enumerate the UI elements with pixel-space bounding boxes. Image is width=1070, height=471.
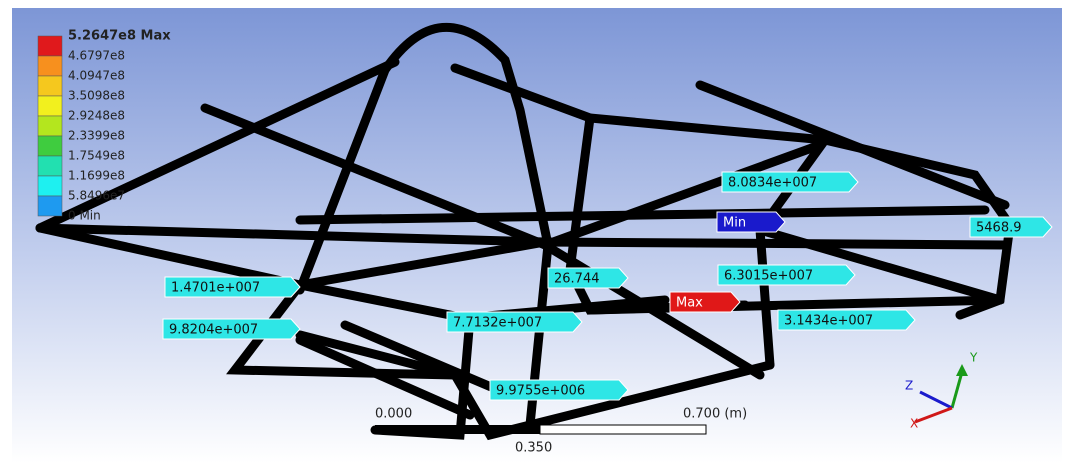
probe: 5468.9 <box>970 217 1052 237</box>
probe-label: 5468.9 <box>976 221 1022 236</box>
probe-label: Max <box>676 296 703 311</box>
probe-label: 6.3015e+007 <box>724 269 813 284</box>
probe: 9.8204e+007 <box>163 319 300 339</box>
legend-swatch <box>38 96 62 116</box>
viewport: 5.2647e8 Max 4.6797e8 4.0947e8 3.5098e8 2.92… <box>0 0 1070 471</box>
probe-label: 3.1434e+007 <box>784 314 873 329</box>
probe-label: Min <box>723 216 746 231</box>
legend-swatch <box>38 156 62 176</box>
legend-label: 5.8496e7 <box>68 189 125 203</box>
probe-label: 9.9755e+006 <box>496 384 585 399</box>
legend-label: 1.1699e8 <box>68 169 125 183</box>
legend-swatch <box>38 136 62 156</box>
legend-label: 3.5098e8 <box>68 89 125 103</box>
probe-label: 8.0834e+007 <box>728 176 817 191</box>
scale-label: 0.000 <box>375 407 412 422</box>
probe: 26.744 <box>548 268 628 288</box>
triad-label: X <box>910 417 918 431</box>
legend-label: 2.3399e8 <box>68 129 125 143</box>
probe-label: 9.8204e+007 <box>169 323 258 338</box>
scale-label: 0.700 (m) <box>683 407 747 422</box>
probe: 1.4701e+007 <box>165 277 300 297</box>
probe: 9.9755e+006 <box>490 380 628 400</box>
probe: 7.7132e+007 <box>447 312 582 332</box>
probe-label: 1.4701e+007 <box>171 281 260 296</box>
legend-label: 2.9248e8 <box>68 109 125 123</box>
legend-swatch <box>38 196 62 216</box>
legend-title: 5.2647e8 Max <box>68 29 171 44</box>
probe-label: 26.744 <box>554 272 600 287</box>
legend-swatch <box>38 116 62 136</box>
scale-bar-light <box>540 425 706 434</box>
scale-bar-dark <box>375 425 540 434</box>
probe: 3.1434e+007 <box>778 310 915 330</box>
legend-label: 1.7549e8 <box>68 149 125 163</box>
legend-label: 0 Min <box>68 209 101 223</box>
legend-swatch <box>38 176 62 196</box>
probe: 8.0834e+007 <box>722 172 858 192</box>
probe-label: 7.7132e+007 <box>453 316 542 331</box>
legend-label: 4.0947e8 <box>68 69 125 83</box>
legend-swatch <box>38 36 62 56</box>
triad-label: Z <box>905 379 913 393</box>
legend-swatch <box>38 76 62 96</box>
legend-label: 4.6797e8 <box>68 49 125 63</box>
scale-label: 0.350 <box>515 441 552 456</box>
probe: Min <box>717 212 785 232</box>
legend-swatch <box>38 56 62 76</box>
probe: 6.3015e+007 <box>718 265 855 285</box>
probe: Max <box>670 292 740 312</box>
triad-label: Y <box>969 351 978 365</box>
